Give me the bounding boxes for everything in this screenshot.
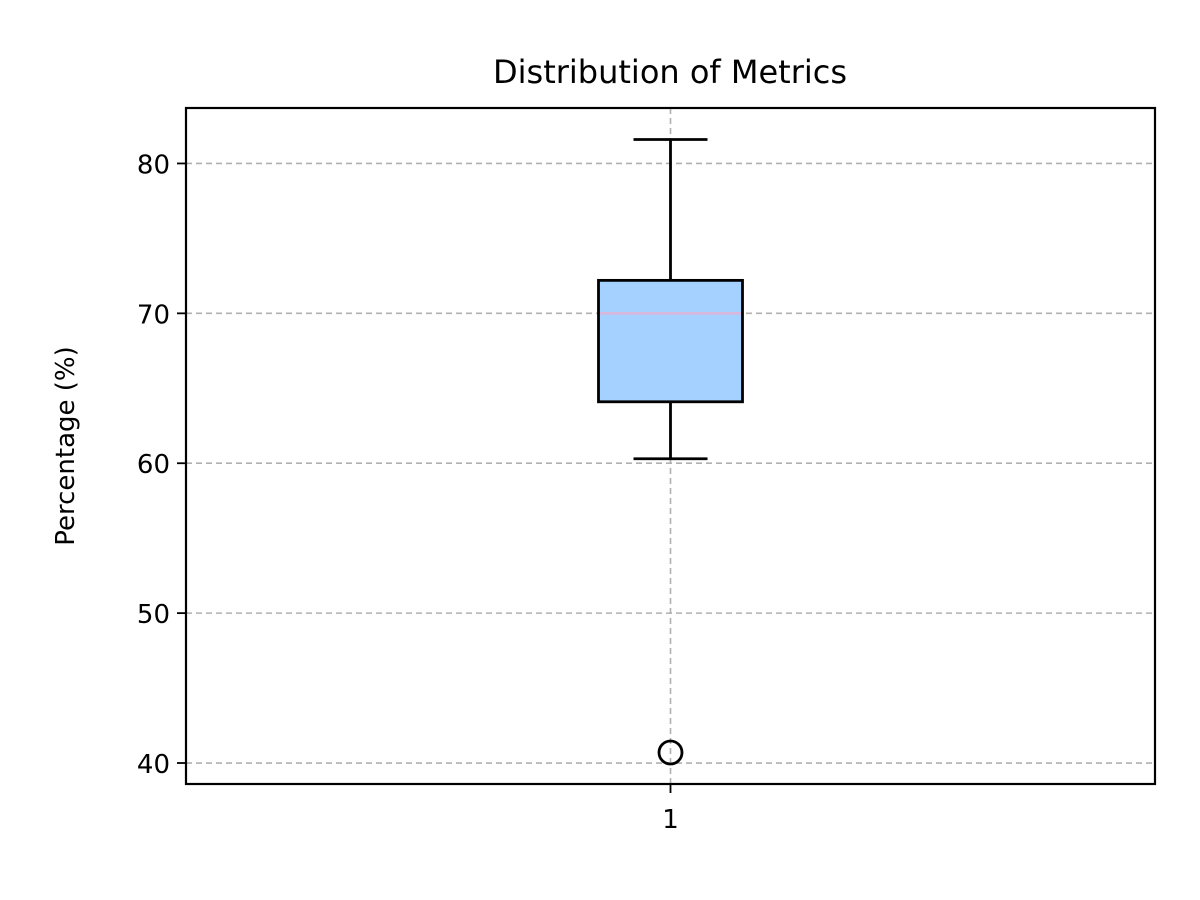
y-tick-label: 70 bbox=[137, 300, 170, 330]
y-tick-label: 60 bbox=[137, 450, 170, 480]
box-layer bbox=[597, 138, 744, 766]
outlier-point bbox=[657, 739, 684, 766]
y-tick-label: 40 bbox=[137, 750, 170, 780]
x-tick-label: 1 bbox=[662, 805, 679, 835]
tick-layer: 40 50 60 70 80 1 bbox=[137, 150, 679, 835]
y-axis-label: Percentage (%) bbox=[51, 346, 81, 546]
y-tick-label: 50 bbox=[137, 600, 170, 630]
interquartile-box bbox=[597, 278, 744, 404]
plot-frame bbox=[184, 106, 1157, 786]
y-tick-label: 80 bbox=[137, 150, 170, 180]
box-plot-group bbox=[597, 138, 744, 766]
chart-title: Distribution of Metrics bbox=[493, 53, 847, 91]
